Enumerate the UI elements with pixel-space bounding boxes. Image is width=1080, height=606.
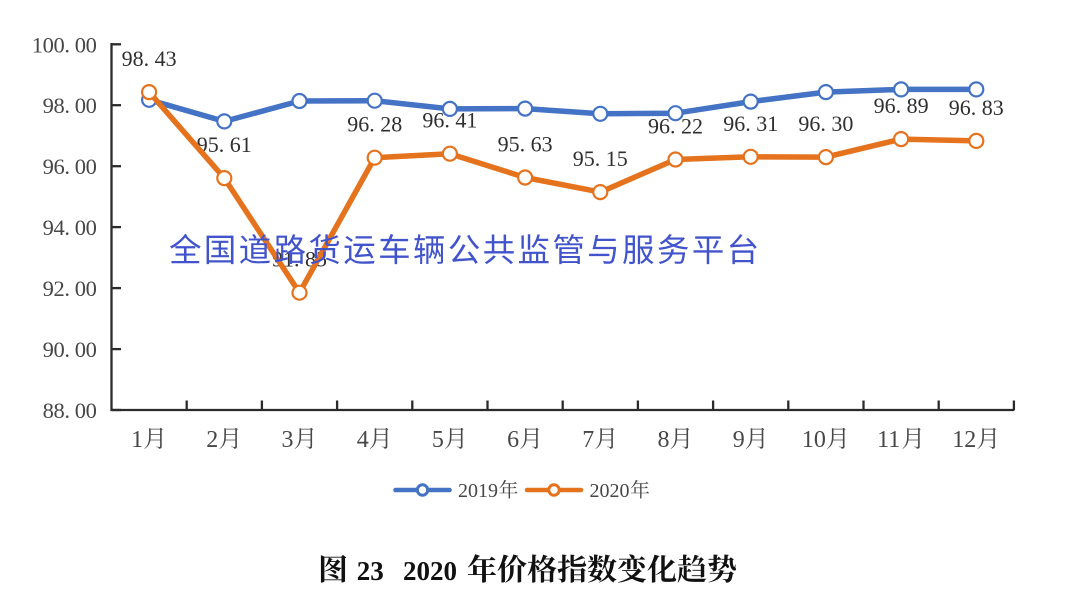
svg-text:96. 83: 96. 83 [949, 95, 1004, 120]
svg-text:2019: 2019 [458, 480, 498, 502]
svg-text:92. 00: 92. 00 [43, 276, 97, 301]
svg-text:7: 7 [582, 427, 594, 453]
svg-text:96. 31: 96. 31 [723, 111, 778, 136]
svg-text:6: 6 [507, 427, 519, 453]
svg-text:95. 15: 95. 15 [573, 146, 628, 171]
svg-text:23: 23 [357, 556, 384, 586]
svg-text:95. 63: 95. 63 [498, 132, 553, 157]
svg-text:11: 11 [877, 427, 900, 453]
svg-text:94. 00: 94. 00 [43, 215, 97, 240]
svg-text:90. 00: 90. 00 [43, 337, 97, 362]
svg-text:12: 12 [952, 427, 976, 453]
svg-text:5: 5 [432, 427, 444, 453]
svg-text:1: 1 [131, 427, 143, 453]
svg-text:96. 30: 96. 30 [798, 111, 853, 136]
svg-text:10: 10 [802, 427, 826, 453]
svg-text:88. 00: 88. 00 [43, 398, 97, 423]
svg-text:98. 00: 98. 00 [43, 93, 97, 118]
svg-text:96. 28: 96. 28 [347, 112, 402, 137]
svg-text:96. 00: 96. 00 [43, 154, 97, 179]
svg-text:9: 9 [733, 427, 745, 453]
svg-text:4: 4 [357, 427, 369, 453]
svg-text:3: 3 [282, 427, 294, 453]
svg-text:98. 43: 98. 43 [122, 46, 177, 71]
svg-text:2020: 2020 [590, 480, 630, 502]
svg-text:100. 00: 100. 00 [32, 32, 97, 57]
svg-text:2020: 2020 [403, 556, 457, 586]
svg-text:8: 8 [658, 427, 670, 453]
svg-text:95. 61: 95. 61 [197, 132, 252, 157]
svg-text:2: 2 [206, 427, 218, 453]
